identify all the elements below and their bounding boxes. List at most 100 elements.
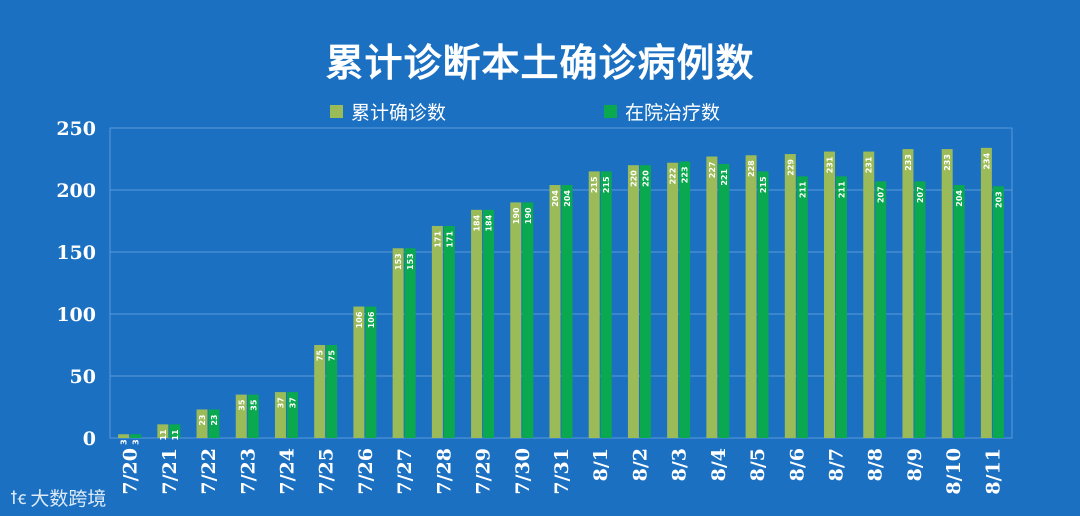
bar-hospitalized [679, 161, 691, 439]
legend-item-hospitalized: 在院治疗数 [604, 98, 720, 125]
data-label: 220 [641, 170, 650, 187]
x-tick-label: 7/21 [159, 448, 181, 495]
bar-hospitalized [639, 165, 651, 438]
bar-cumulative [471, 209, 483, 438]
bar-cumulative [157, 424, 169, 438]
x-tick-label: 8/3 [669, 448, 691, 481]
bar-hospitalized [169, 424, 181, 438]
chart-title: 累计诊断本土确诊病例数 [325, 41, 755, 85]
bar-cumulative [118, 434, 130, 438]
bar-hospitalized [757, 171, 769, 438]
x-tick-label: 8/11 [982, 448, 1004, 495]
x-tick-label: 7/30 [512, 448, 534, 495]
watermark-logo-icon: ꝉꞓ [10, 487, 27, 509]
watermark: ꝉꞓ 大数跨境 [10, 484, 106, 511]
legend-label-hospitalized: 在院治疗数 [625, 102, 721, 124]
legend-item-cumulative: 累计确诊数 [330, 98, 446, 125]
legend-label-cumulative: 累计确诊数 [351, 102, 447, 124]
y-tick-label: 0 [83, 428, 96, 450]
bar-hospitalized [365, 306, 377, 438]
bar-cumulative [549, 185, 561, 438]
data-label: 184 [473, 214, 482, 231]
bar-cumulative [274, 392, 286, 438]
bar-hospitalized [992, 186, 1004, 438]
bar-cumulative [235, 394, 247, 438]
data-label: 227 [708, 162, 717, 179]
chart-legend: 累计确诊数 在院治疗数 [0, 98, 1080, 124]
data-label: 207 [916, 186, 925, 203]
data-label: 220 [629, 170, 638, 187]
bar-cumulative [824, 151, 836, 438]
x-tick-label: 8/7 [826, 448, 848, 481]
x-tick-label: 7/31 [551, 448, 573, 495]
x-tick-label: 8/1 [590, 448, 612, 481]
bar-cumulative [314, 345, 326, 438]
x-tick-label: 7/28 [433, 448, 455, 495]
bar-hospitalized [953, 185, 965, 438]
x-tick-label: 8/10 [943, 448, 965, 495]
x-tick-label: 7/20 [120, 448, 142, 495]
data-label: 215 [759, 176, 768, 193]
data-label: 3 [120, 439, 129, 445]
data-label: 153 [394, 253, 403, 270]
bar-cumulative [745, 155, 757, 438]
bar-hospitalized [326, 345, 338, 438]
data-label: 106 [355, 311, 364, 328]
x-tick-label: 7/29 [473, 448, 495, 495]
x-tick-label: 8/6 [786, 448, 808, 481]
bar-cumulative [784, 154, 796, 439]
y-tick-label: 50 [70, 366, 96, 388]
data-label: 221 [720, 169, 729, 186]
bar-cumulative [706, 156, 718, 438]
data-label: 11 [171, 429, 180, 441]
bar-cumulative [980, 147, 992, 438]
bar-cumulative [510, 202, 522, 438]
bar-hospitalized [286, 392, 298, 438]
y-tick-label: 200 [56, 180, 96, 202]
data-label: 215 [602, 176, 611, 193]
data-label: 203 [994, 191, 1003, 208]
bar-cumulative [431, 225, 443, 438]
x-tick-label: 8/9 [904, 448, 926, 481]
bar-cumulative [353, 306, 365, 438]
x-tick-label: 7/25 [316, 448, 338, 495]
data-label: 171 [445, 231, 454, 248]
x-tick-label: 8/2 [629, 448, 651, 481]
data-label: 3 [132, 439, 141, 445]
data-label: 204 [563, 190, 572, 207]
bar-hospitalized [561, 185, 573, 438]
bar-hospitalized [404, 248, 416, 438]
y-tick-label: 150 [56, 242, 96, 264]
data-label: 35 [237, 399, 246, 411]
x-tick-label: 7/27 [394, 448, 416, 495]
data-label: 233 [904, 154, 913, 171]
data-label: 229 [786, 159, 795, 176]
data-label: 37 [288, 397, 297, 408]
data-label: 171 [433, 231, 442, 248]
bar-hospitalized [875, 181, 887, 438]
data-label: 37 [276, 397, 285, 408]
x-tick-label: 7/22 [198, 448, 220, 495]
bar-cumulative [196, 409, 208, 438]
data-label: 75 [316, 350, 325, 362]
bar-hospitalized [796, 176, 808, 439]
data-label: 211 [838, 181, 847, 198]
bar-hospitalized [483, 209, 495, 438]
x-tick-label: 7/24 [276, 448, 298, 495]
data-label: 207 [877, 186, 886, 203]
watermark-text: 大数跨境 [30, 488, 107, 510]
bar-cumulative [392, 248, 404, 438]
bar-cumulative [863, 151, 875, 438]
data-label: 204 [551, 190, 560, 207]
x-tick-label: 8/5 [747, 448, 769, 481]
bar-cumulative [902, 149, 914, 438]
data-label: 233 [943, 154, 952, 171]
x-tick-label: 8/8 [865, 448, 887, 481]
bar-hospitalized [914, 181, 926, 438]
data-label: 215 [590, 176, 599, 193]
bar-cumulative [588, 171, 600, 438]
data-label: 223 [681, 166, 690, 183]
bar-hospitalized [443, 225, 455, 438]
bar-cumulative [941, 149, 953, 438]
